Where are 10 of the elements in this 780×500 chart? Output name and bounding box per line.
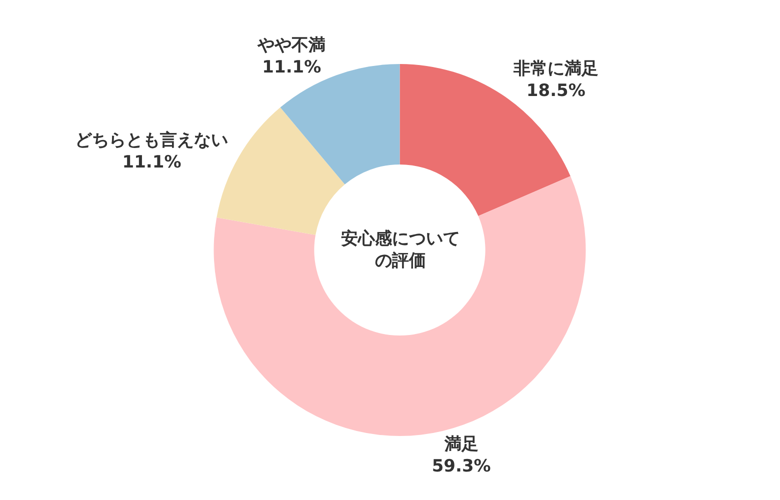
slice-label: やや不満: [256, 36, 326, 56]
text: 安心感についての評価: [341, 229, 460, 272]
slice-label: 非常に満足: [512, 58, 598, 79]
slice-label: どちらとも言えない: [75, 130, 228, 150]
donut-slice: [214, 176, 586, 436]
slice-label: 満足: [443, 434, 478, 454]
data-label: 59.3%: [432, 456, 491, 477]
data-label: 11.1%: [262, 58, 322, 78]
data-label: 11.1%: [122, 152, 182, 173]
data-label: 18.5%: [526, 80, 586, 101]
